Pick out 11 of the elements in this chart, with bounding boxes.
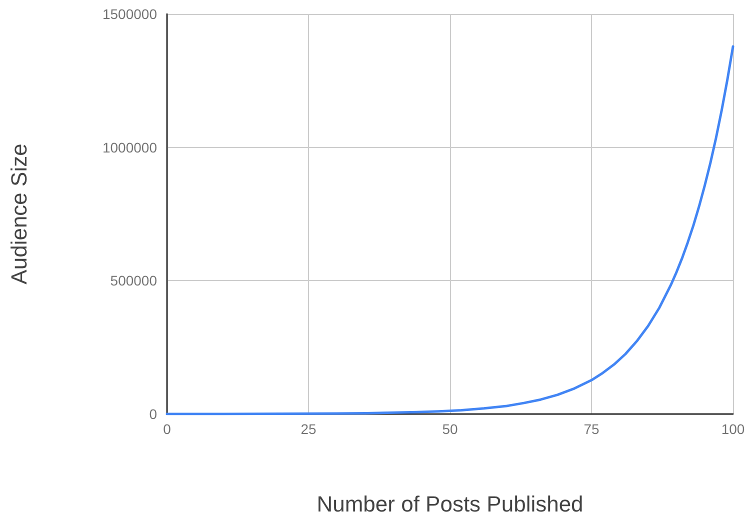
y-tick-label: 1000000 xyxy=(102,139,158,156)
x-axis-title: Number of Posts Published xyxy=(316,492,584,516)
x-tick-label: 50 xyxy=(442,421,458,437)
y-tick-label: 500000 xyxy=(110,272,158,289)
y-tick-label: 1500000 xyxy=(102,6,158,22)
y-tick-label: 0 xyxy=(149,406,158,422)
x-tick-label: 100 xyxy=(721,421,745,437)
x-tick-label: 75 xyxy=(584,421,600,437)
x-tick-label: 25 xyxy=(300,421,316,437)
y-axis-title: Audience Size xyxy=(6,144,32,284)
x-tick-label: 0 xyxy=(163,421,172,437)
